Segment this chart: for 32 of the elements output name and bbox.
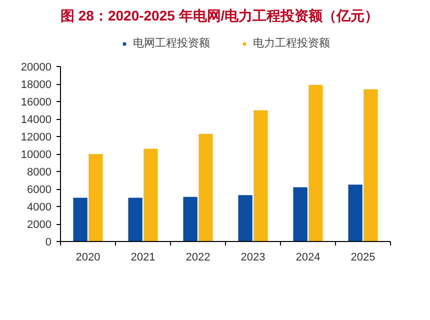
bar <box>183 196 198 242</box>
x-tick-label: 2023 <box>240 252 266 264</box>
bar <box>144 148 158 242</box>
bar <box>308 84 323 242</box>
x-tick-label: 2021 <box>130 252 156 264</box>
bar <box>364 89 378 242</box>
bar <box>73 198 88 242</box>
y-tick-label: 6000 <box>27 184 52 196</box>
y-tick-label: 0 <box>45 236 52 248</box>
legend-label: 电力工程投资额 <box>253 36 330 50</box>
chart-title: 图 28：2020-2025 年电网/电力工程投资额（亿元） <box>60 8 379 24</box>
bar <box>254 110 268 242</box>
bar <box>128 198 142 242</box>
bar <box>238 195 252 242</box>
y-tick-label: 2000 <box>27 219 52 231</box>
bar <box>198 134 213 242</box>
legend-label: 电网工程投资额 <box>133 36 210 50</box>
x-tick-label: 2025 <box>350 252 376 264</box>
x-tick-label: 2020 <box>76 252 100 264</box>
x-tick-label: 2022 <box>186 252 210 264</box>
y-tick-label: 14000 <box>20 114 52 126</box>
bar <box>88 154 103 242</box>
y-tick-label: 18000 <box>20 79 52 91</box>
y-tick-label: 10000 <box>20 149 52 161</box>
x-tick-label: 2024 <box>296 252 320 264</box>
y-tick-label: 16000 <box>20 96 52 108</box>
bar <box>293 187 308 242</box>
y-tick-label: 20000 <box>20 62 52 74</box>
y-tick-label: 8000 <box>27 166 52 178</box>
y-tick-label: 4000 <box>27 202 52 214</box>
y-tick-label: 12000 <box>20 132 52 144</box>
bar <box>348 184 362 242</box>
